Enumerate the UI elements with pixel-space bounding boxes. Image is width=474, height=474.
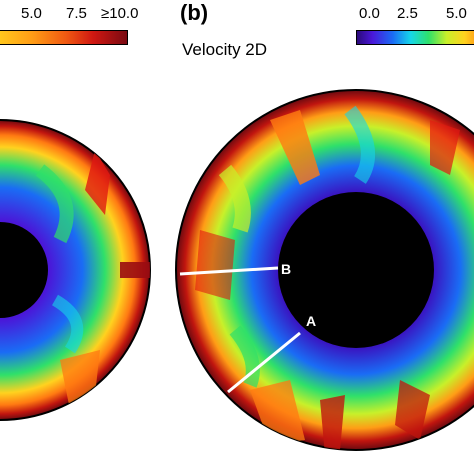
colorbar-a: [0, 30, 128, 45]
colorbar-a-tick-10: ≥10.0: [101, 5, 139, 22]
panel-b-annulus: [175, 89, 474, 451]
panel-a-core: [0, 222, 48, 318]
panel-b-plumes: [195, 105, 460, 450]
panel-a-annulus: [0, 119, 151, 421]
marker-a: A: [306, 313, 317, 329]
colorbar-a-tick-5: 5.0: [21, 5, 42, 22]
panel-b-core: [278, 192, 434, 348]
marker-b: B: [281, 261, 292, 277]
line-b: [179, 266, 279, 276]
colorbar-a-tick-7-5: 7.5: [66, 5, 87, 22]
colorbar-b-tick-2-5: 2.5: [397, 5, 418, 22]
line-a: [227, 331, 301, 394]
colorbar-b-tick-5: 5.0: [446, 5, 467, 22]
colorbar-b-tick-0: 0.0: [359, 5, 380, 22]
colorbar-b: [356, 30, 474, 45]
panel-b-title: Velocity 2D: [182, 40, 268, 59]
panel-b-label: (b): [180, 0, 209, 25]
